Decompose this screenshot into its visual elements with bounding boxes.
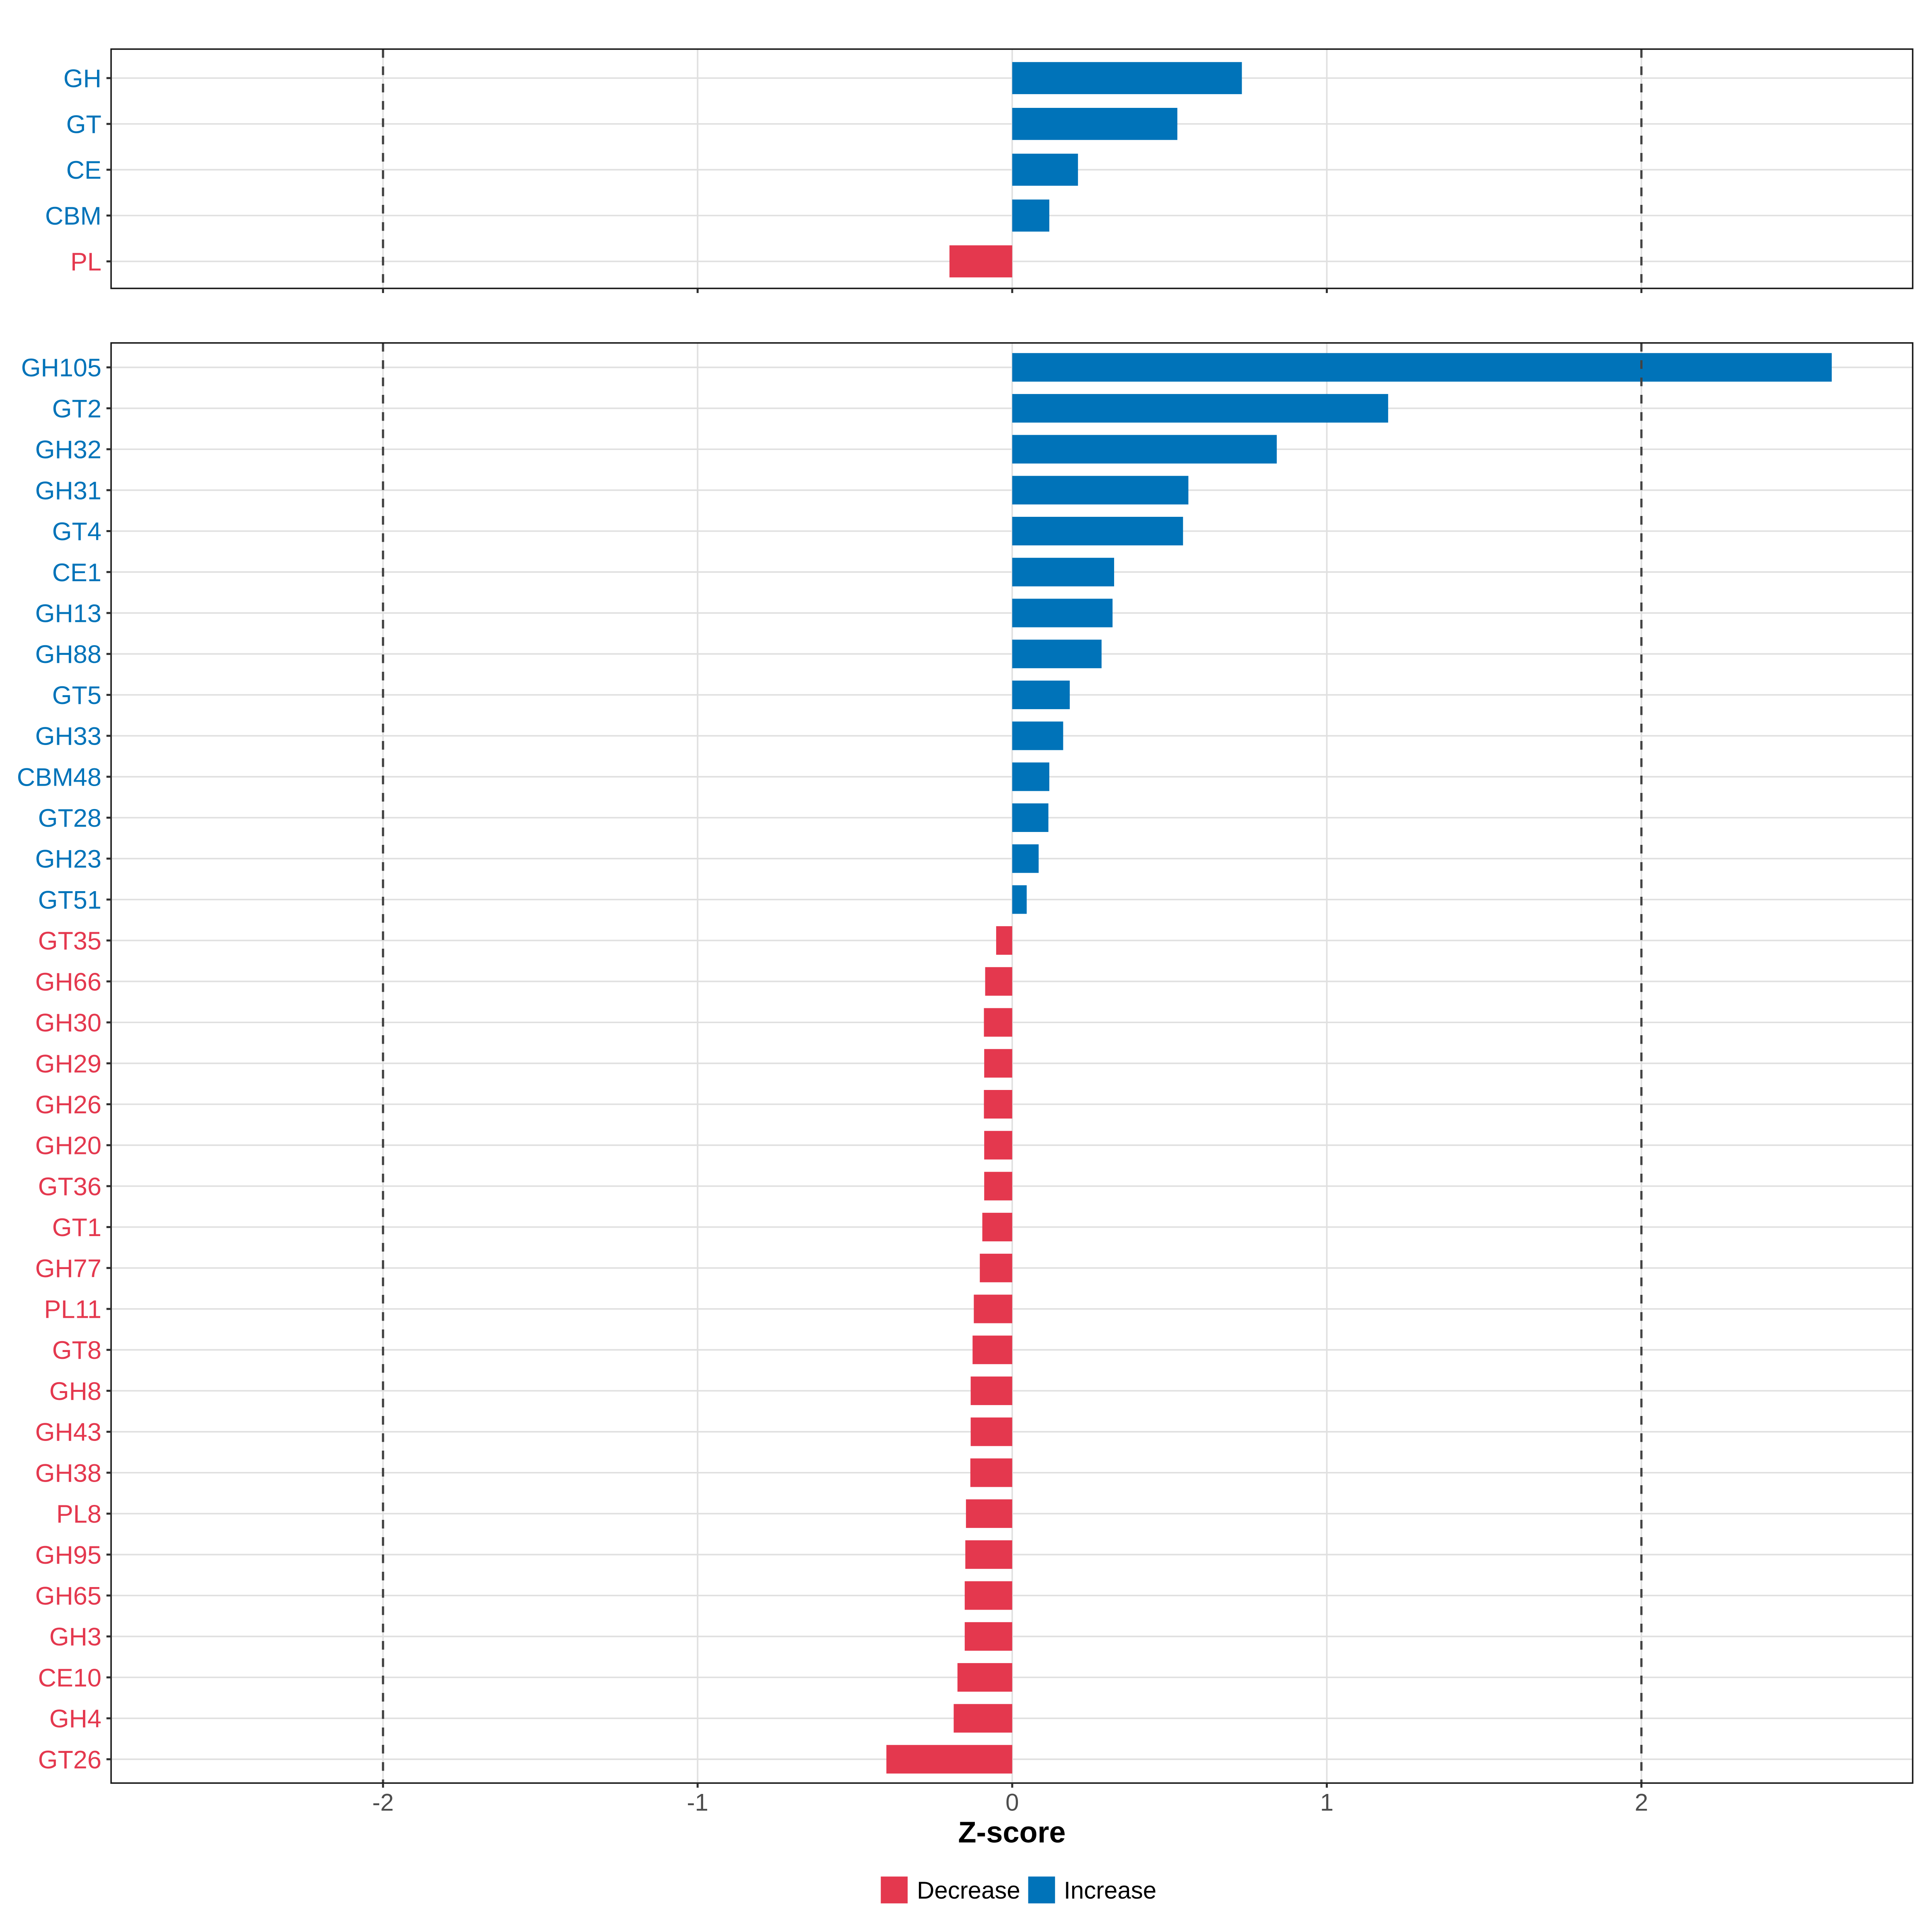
- svg-text:GH31: GH31: [35, 477, 101, 505]
- svg-text:GH32: GH32: [35, 436, 101, 464]
- svg-text:GH23: GH23: [35, 845, 101, 873]
- svg-text:GT4: GT4: [52, 518, 101, 546]
- svg-text:GT51: GT51: [38, 886, 101, 914]
- svg-text:0: 0: [1005, 1789, 1019, 1816]
- svg-text:GH4: GH4: [49, 1705, 101, 1733]
- svg-text:GH33: GH33: [35, 722, 101, 751]
- svg-text:GH29: GH29: [35, 1050, 101, 1078]
- svg-text:-2: -2: [372, 1789, 394, 1816]
- svg-text:GH105: GH105: [21, 354, 101, 382]
- svg-text:GT1: GT1: [52, 1214, 101, 1242]
- svg-text:GH66: GH66: [35, 968, 101, 996]
- svg-text:CBM: CBM: [45, 202, 101, 230]
- svg-text:GH20: GH20: [35, 1132, 101, 1160]
- svg-text:CBM48: CBM48: [17, 763, 101, 791]
- svg-text:GH: GH: [64, 65, 102, 93]
- svg-text:GH95: GH95: [35, 1541, 101, 1569]
- svg-text:Z-score: Z-score: [958, 1815, 1065, 1849]
- svg-text:CE1: CE1: [52, 559, 101, 587]
- svg-text:PL8: PL8: [56, 1500, 101, 1528]
- svg-text:GH43: GH43: [35, 1418, 101, 1447]
- svg-text:-1: -1: [687, 1789, 708, 1816]
- svg-text:GT28: GT28: [38, 804, 101, 832]
- svg-text:CE10: CE10: [38, 1664, 101, 1692]
- svg-text:1: 1: [1320, 1789, 1333, 1816]
- svg-text:GT2: GT2: [52, 395, 101, 423]
- svg-text:Decrease: Decrease: [917, 1877, 1020, 1904]
- svg-text:GT8: GT8: [52, 1336, 101, 1364]
- svg-text:PL11: PL11: [44, 1296, 101, 1324]
- svg-text:GH88: GH88: [35, 640, 101, 669]
- svg-text:2: 2: [1635, 1789, 1648, 1816]
- svg-text:CE: CE: [66, 156, 101, 184]
- svg-text:GH26: GH26: [35, 1091, 101, 1119]
- svg-text:GH8: GH8: [49, 1377, 101, 1406]
- svg-text:GT5: GT5: [52, 681, 101, 710]
- svg-text:GH3: GH3: [49, 1623, 101, 1651]
- svg-text:GH38: GH38: [35, 1459, 101, 1487]
- svg-text:GT36: GT36: [38, 1172, 101, 1201]
- svg-text:GH30: GH30: [35, 1009, 101, 1037]
- svg-text:GT: GT: [66, 110, 102, 138]
- svg-text:GH65: GH65: [35, 1582, 101, 1610]
- svg-text:GH77: GH77: [35, 1255, 101, 1283]
- svg-text:Increase: Increase: [1064, 1877, 1156, 1904]
- svg-text:GT26: GT26: [38, 1746, 101, 1774]
- svg-text:PL: PL: [70, 248, 101, 276]
- svg-text:GT35: GT35: [38, 927, 101, 955]
- svg-text:GH13: GH13: [35, 600, 101, 628]
